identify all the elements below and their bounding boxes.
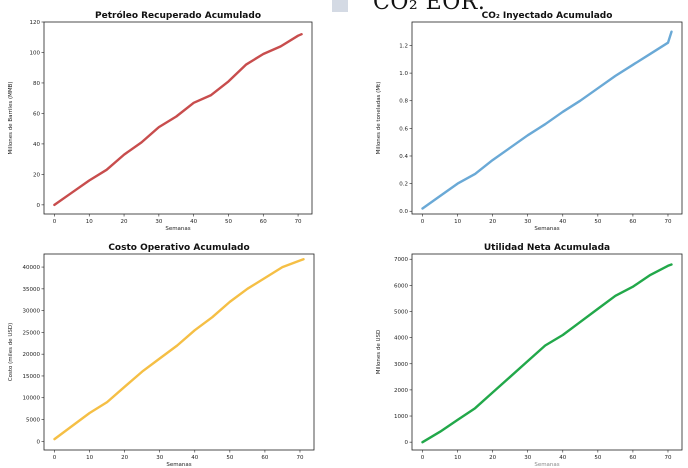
y-tick-label: 1000 [394, 414, 408, 420]
y-tick-label: 15000 [23, 374, 41, 380]
chart-4: Utilidad Neta Acumulada 0 10 20 30 40 50 60 70 0 1… [376, 243, 683, 468]
chart-title: Costo Operativo Acumulado [108, 243, 249, 253]
x-tick-label: 10 [86, 219, 93, 225]
x-tick-label: 20 [489, 455, 496, 461]
x-tick-label: 0 [421, 455, 425, 461]
x-tick-label: 10 [454, 219, 461, 225]
y-tick-label: 1.0 [399, 71, 408, 77]
y-tick-label: 60 [33, 111, 40, 117]
x-tick-label: 0 [53, 455, 57, 461]
y-tick-label: 6000 [394, 283, 408, 289]
y-axis-label: Costo (miles de USD) [8, 323, 14, 381]
y-tick-label: 20000 [23, 352, 41, 358]
x-axis-label: Semanas [534, 226, 559, 232]
y-tick-label: 0 [37, 439, 41, 445]
x-tick-label: 40 [559, 219, 566, 225]
y-tick-label: 0 [37, 203, 41, 209]
x-tick-label: 10 [454, 455, 461, 461]
x-tick-label: 20 [121, 455, 128, 461]
chart-title: CO₂ Inyectado Acumulado [482, 11, 613, 21]
header-decoration [332, 0, 348, 12]
x-tick-label: 30 [524, 455, 531, 461]
y-tick-label: 30000 [23, 309, 41, 315]
x-tick-label: 50 [226, 455, 233, 461]
x-tick-label: 50 [594, 455, 601, 461]
y-tick-label: 10000 [23, 396, 41, 402]
x-tick-label: 30 [156, 455, 163, 461]
y-tick-label: 3000 [394, 362, 408, 368]
x-tick-label: 40 [191, 455, 198, 461]
y-tick-label: 40000 [23, 265, 41, 271]
y-tick-label: 1.2 [399, 43, 408, 49]
plot-frame [43, 253, 315, 451]
chart-title: Petróleo Recuperado Acumulado [95, 10, 261, 21]
y-tick-label: 7000 [394, 257, 408, 263]
y-tick-label: 0.8 [399, 99, 408, 105]
y-tick-label: 80 [33, 81, 40, 87]
y-tick-label: 25000 [23, 330, 41, 336]
x-tick-label: 60 [260, 219, 267, 225]
y-tick-label: 35000 [23, 287, 41, 293]
x-tick-label: 70 [296, 455, 303, 461]
x-tick-label: 60 [629, 455, 636, 461]
y-tick-label: 2000 [394, 388, 408, 394]
x-tick-label: 70 [664, 219, 671, 225]
x-tick-label: 60 [261, 455, 268, 461]
series-line [53, 33, 303, 207]
y-tick-label: 5000 [394, 309, 408, 315]
y-tick-label: 120 [30, 20, 41, 26]
series-line [421, 263, 673, 444]
x-tick-label: 70 [664, 455, 671, 461]
plot-frame [43, 21, 313, 215]
x-axis-label: Semanas [534, 462, 559, 468]
chart-2: CO₂ Inyectado Acumulado 0 10 20 30 40 50 60 70 0.… [376, 11, 683, 232]
y-axis-label: Millones de USD [376, 330, 382, 375]
x-tick-label: 50 [594, 219, 601, 225]
x-axis-label: Semanas [166, 462, 191, 468]
y-tick-label: 5000 [26, 418, 40, 424]
y-tick-label: 40 [33, 142, 40, 148]
plot-frame [411, 21, 683, 215]
x-tick-label: 30 [524, 219, 531, 225]
plot-frame [411, 253, 683, 451]
x-tick-label: 10 [86, 455, 93, 461]
slide-header-text: CO₂ EOR. [373, 0, 486, 15]
x-tick-label: 70 [295, 219, 302, 225]
chart-1: Petróleo Recuperado Acumulado 0 10 20 30 40 50… [8, 10, 313, 232]
chart-title: Utilidad Neta Acumulada [484, 243, 610, 253]
x-tick-label: 0 [53, 219, 57, 225]
y-axis-label: Millones de Barriles (MMB) [8, 82, 14, 155]
y-tick-label: 100 [30, 50, 41, 56]
x-tick-label: 60 [629, 219, 636, 225]
y-tick-label: 20 [33, 172, 40, 178]
series-line [421, 30, 673, 210]
series-line [53, 258, 305, 441]
y-tick-label: 0 [405, 440, 409, 446]
y-axis-label: Millones de toneladas (Mt) [376, 82, 382, 155]
x-tick-label: 50 [225, 219, 232, 225]
y-tick-label: 0.0 [399, 209, 408, 215]
x-tick-label: 20 [121, 219, 128, 225]
y-tick-label: 0.4 [399, 154, 408, 160]
chart-3: Costo Operativo Acumulado 0 10 20 30 40 50 60 70… [8, 243, 315, 468]
y-tick-label: 0.6 [399, 126, 408, 132]
x-tick-label: 20 [489, 219, 496, 225]
x-tick-label: 0 [421, 219, 425, 225]
y-tick-label: 0.2 [399, 182, 408, 188]
y-tick-label: 4000 [394, 336, 408, 342]
x-tick-label: 40 [190, 219, 197, 225]
x-axis-label: Semanas [165, 226, 190, 232]
x-tick-label: 40 [559, 455, 566, 461]
x-tick-label: 30 [155, 219, 162, 225]
